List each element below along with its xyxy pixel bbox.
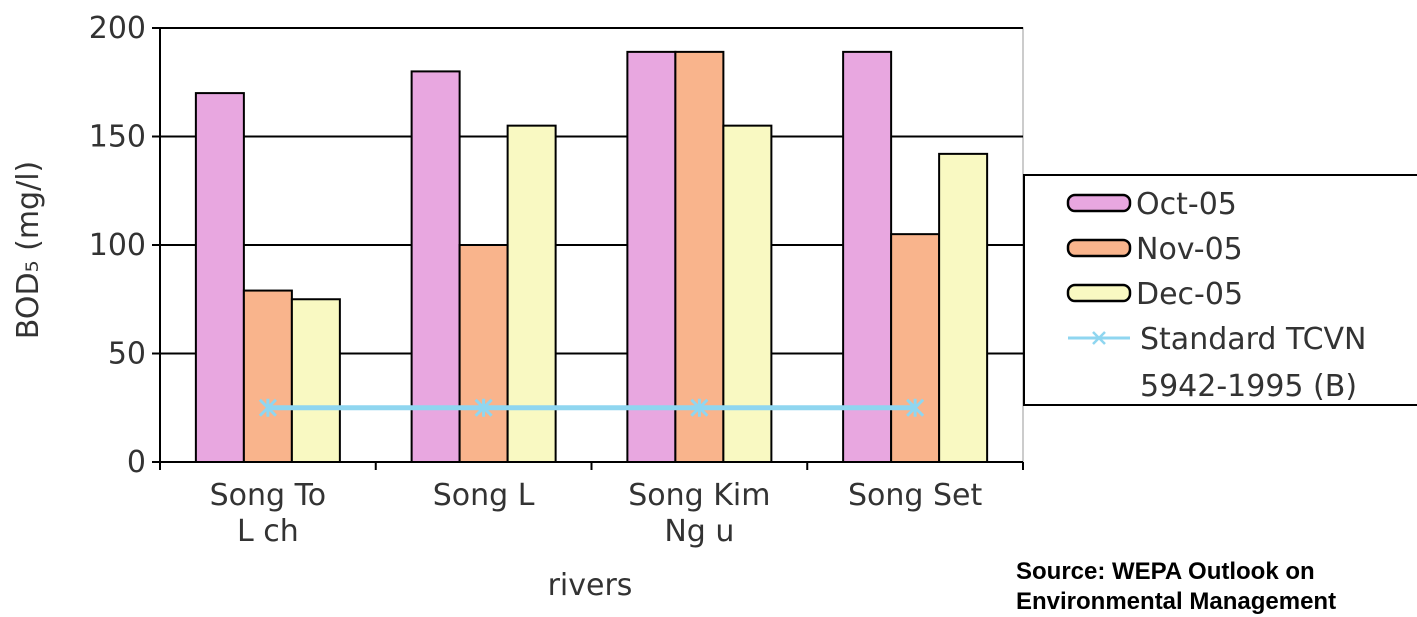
legend-label: Dec-05 bbox=[1136, 277, 1243, 312]
y-tick-label: 100 bbox=[89, 228, 146, 263]
bar-Oct-05-2 bbox=[626, 50, 677, 464]
standard-line bbox=[258, 398, 925, 417]
bar-Nov-05-0 bbox=[242, 289, 293, 463]
standard-line-marker-1 bbox=[474, 398, 493, 417]
legend-label-standard: 5942-1995 (B) bbox=[1140, 369, 1357, 404]
bar-Nov-05-1 bbox=[458, 244, 509, 463]
legend-swatch-Oct-05 bbox=[1066, 193, 1132, 213]
legend-label: Nov-05 bbox=[1136, 232, 1243, 267]
source-note-line-2: Environmental Management bbox=[1016, 588, 1337, 615]
bar-Oct-05-0 bbox=[194, 92, 245, 463]
y-tick-label: 50 bbox=[108, 337, 146, 372]
y-tick-label: 200 bbox=[89, 11, 146, 46]
bar-Dec-05-2 bbox=[722, 124, 773, 464]
bar-Oct-05-3 bbox=[842, 50, 893, 464]
legend-label: Oct-05 bbox=[1136, 187, 1237, 222]
x-tick-label: Song Set bbox=[848, 478, 982, 513]
legend-marker-standard bbox=[1092, 331, 1106, 345]
legend-label-standard: Standard TCVN bbox=[1140, 322, 1367, 357]
axes bbox=[152, 27, 1024, 470]
source-note-line-1: Source: WEPA Outlook on bbox=[1016, 558, 1315, 585]
standard-line-marker-3 bbox=[906, 398, 925, 417]
standard-line-marker-2 bbox=[690, 398, 709, 417]
y-tick-labels: 0 50 100 150 200 bbox=[89, 11, 146, 480]
bar-Dec-05-1 bbox=[506, 124, 557, 464]
x-tick-label: Ng u bbox=[664, 514, 734, 549]
bar-Dec-05-0 bbox=[290, 298, 341, 463]
bar-Oct-05-1 bbox=[410, 70, 461, 464]
y-axis-title: BOD₅ (mg/l) bbox=[11, 161, 46, 339]
y-tick-label: 0 bbox=[127, 445, 146, 480]
legend-swatch-Nov-05 bbox=[1066, 238, 1132, 258]
legend: Oct-05 Nov-05 Dec-05 Standard TCVN 5942-1995… bbox=[1023, 174, 1417, 406]
x-tick-label: L ch bbox=[237, 514, 299, 549]
source-note: Source: WEPA Outlook on Environmental Ma… bbox=[1016, 557, 1336, 617]
bar-Dec-05-3 bbox=[938, 152, 989, 464]
y-tick-label: 150 bbox=[89, 120, 146, 155]
x-axis-title: rivers bbox=[548, 568, 633, 603]
bar-Nov-05-3 bbox=[890, 233, 941, 463]
x-tick-label: Song L bbox=[433, 478, 535, 513]
x-tick-label: Song Kim bbox=[628, 478, 770, 513]
legend-swatch-Dec-05 bbox=[1066, 283, 1132, 303]
x-tick-label: Song To bbox=[210, 478, 327, 513]
standard-line-marker-0 bbox=[258, 398, 277, 417]
chart: 0 50 100 150 200 Song ToL ch Song L Song KimNg… bbox=[11, 11, 1417, 603]
